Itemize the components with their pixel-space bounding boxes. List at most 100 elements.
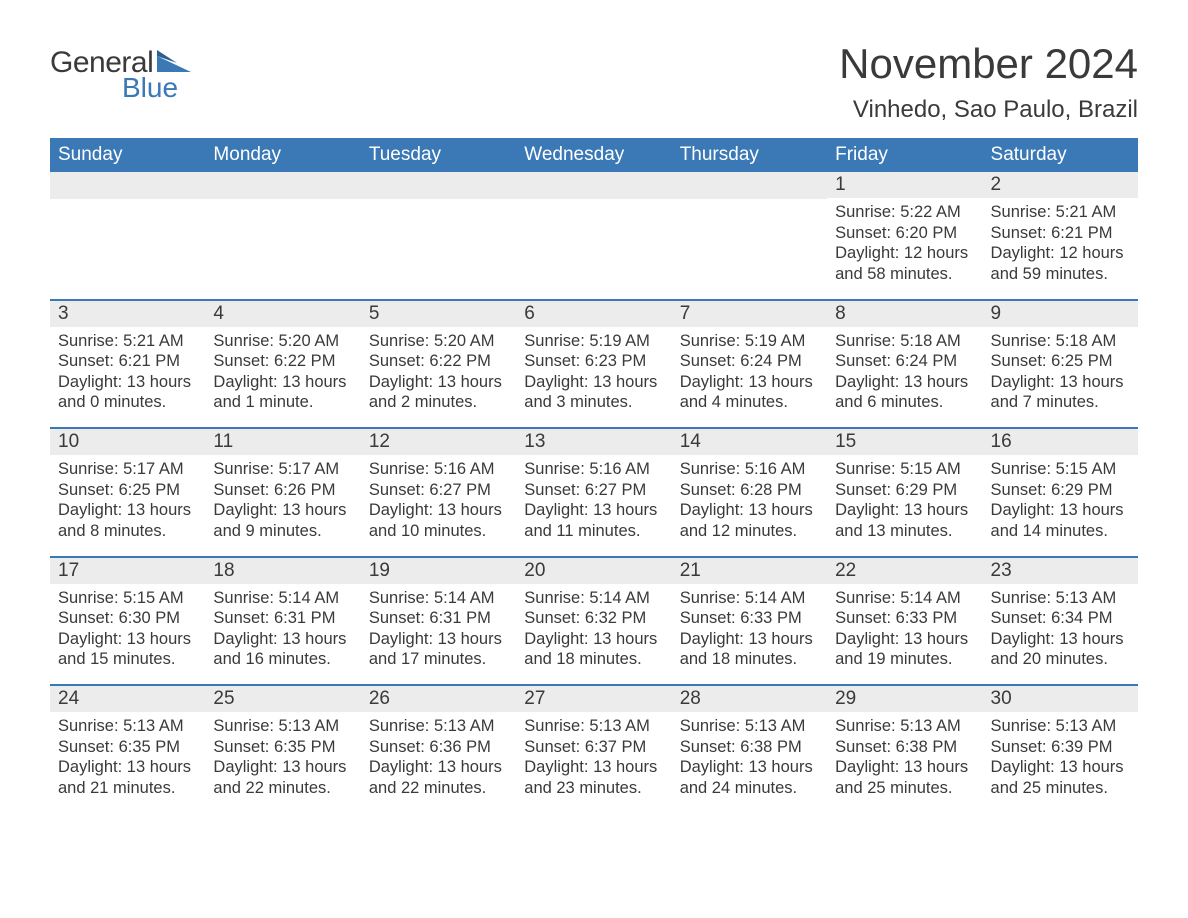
daylight-label: Daylight: (991, 758, 1055, 776)
day-number: 28 (672, 686, 827, 712)
sunrise-line: Sunrise: 5:13 AM (991, 588, 1130, 609)
day-body: Sunrise: 5:19 AMSunset: 6:24 PMDaylight:… (672, 327, 827, 414)
sunset-line: Sunset: 6:34 PM (991, 608, 1130, 629)
sunset-value: 6:31 PM (429, 609, 490, 627)
sunrise-value: 5:20 AM (434, 332, 495, 350)
daylight-line: Daylight: 13 hours and 18 minutes. (680, 629, 819, 670)
sunrise-value: 5:13 AM (1056, 589, 1117, 607)
day-body: Sunrise: 5:14 AMSunset: 6:33 PMDaylight:… (672, 584, 827, 671)
sunset-value: 6:37 PM (585, 738, 646, 756)
sunrise-value: 5:20 AM (279, 332, 340, 350)
daylight-line: Daylight: 13 hours and 3 minutes. (524, 372, 663, 413)
location-subtitle: Vinhedo, Sao Paulo, Brazil (839, 96, 1138, 124)
sunset-line: Sunset: 6:31 PM (213, 608, 352, 629)
sunset-value: 6:39 PM (1051, 738, 1112, 756)
day-cell: 23Sunrise: 5:13 AMSunset: 6:34 PMDayligh… (983, 558, 1138, 685)
daylight-label: Daylight: (213, 373, 277, 391)
daylight-line: Daylight: 13 hours and 25 minutes. (835, 757, 974, 798)
daylight-label: Daylight: (213, 501, 277, 519)
sunrise-value: 5:19 AM (745, 332, 806, 350)
sunset-label: Sunset: (991, 352, 1047, 370)
dow-cell: Friday (827, 138, 982, 172)
sunset-value: 6:24 PM (740, 352, 801, 370)
sunset-line: Sunset: 6:24 PM (680, 351, 819, 372)
sunset-line: Sunset: 6:35 PM (213, 737, 352, 758)
sunrise-line: Sunrise: 5:16 AM (524, 459, 663, 480)
sunrise-value: 5:14 AM (589, 589, 650, 607)
day-number: 3 (50, 301, 205, 327)
sunrise-line: Sunrise: 5:19 AM (524, 331, 663, 352)
sunrise-label: Sunrise: (58, 460, 119, 478)
sunset-line: Sunset: 6:33 PM (835, 608, 974, 629)
daylight-label: Daylight: (680, 373, 744, 391)
sunrise-line: Sunrise: 5:16 AM (369, 459, 508, 480)
sunrise-line: Sunrise: 5:20 AM (369, 331, 508, 352)
sunset-label: Sunset: (835, 609, 891, 627)
day-number: 17 (50, 558, 205, 584)
sunset-label: Sunset: (991, 224, 1047, 242)
sunset-label: Sunset: (835, 224, 891, 242)
daylight-label: Daylight: (835, 630, 899, 648)
dow-cell: Monday (205, 138, 360, 172)
daylight-label: Daylight: (369, 758, 433, 776)
sunset-line: Sunset: 6:33 PM (680, 608, 819, 629)
daylight-line: Daylight: 13 hours and 19 minutes. (835, 629, 974, 670)
sunset-line: Sunset: 6:25 PM (58, 480, 197, 501)
sunrise-value: 5:18 AM (1056, 332, 1117, 350)
day-number: 15 (827, 429, 982, 455)
sunset-value: 6:20 PM (896, 224, 957, 242)
day-cell: 28Sunrise: 5:13 AMSunset: 6:38 PMDayligh… (672, 686, 827, 813)
day-number: 5 (361, 301, 516, 327)
day-number: 4 (205, 301, 360, 327)
day-cell: 24Sunrise: 5:13 AMSunset: 6:35 PMDayligh… (50, 686, 205, 813)
sunset-line: Sunset: 6:36 PM (369, 737, 508, 758)
header-row: General Blue November 2024 Vinhedo, Sao … (50, 40, 1138, 124)
sunrise-value: 5:13 AM (745, 717, 806, 735)
day-cell: 11Sunrise: 5:17 AMSunset: 6:26 PMDayligh… (205, 429, 360, 556)
day-body: Sunrise: 5:13 AMSunset: 6:35 PMDaylight:… (205, 712, 360, 799)
daylight-line: Daylight: 13 hours and 17 minutes. (369, 629, 508, 670)
daylight-line: Daylight: 13 hours and 0 minutes. (58, 372, 197, 413)
day-cell: 2Sunrise: 5:21 AMSunset: 6:21 PMDaylight… (983, 172, 1138, 299)
sunset-label: Sunset: (991, 481, 1047, 499)
day-number: 16 (983, 429, 1138, 455)
sunset-line: Sunset: 6:22 PM (369, 351, 508, 372)
daylight-line: Daylight: 13 hours and 12 minutes. (680, 500, 819, 541)
sunset-label: Sunset: (835, 481, 891, 499)
day-number (516, 172, 671, 199)
sunset-value: 6:26 PM (274, 481, 335, 499)
day-cell: 30Sunrise: 5:13 AMSunset: 6:39 PMDayligh… (983, 686, 1138, 813)
day-body: Sunrise: 5:15 AMSunset: 6:29 PMDaylight:… (827, 455, 982, 542)
sunrise-value: 5:13 AM (434, 717, 495, 735)
sunrise-value: 5:13 AM (589, 717, 650, 735)
calendar-week: 10Sunrise: 5:17 AMSunset: 6:25 PMDayligh… (50, 427, 1138, 556)
day-body: Sunrise: 5:17 AMSunset: 6:25 PMDaylight:… (50, 455, 205, 542)
day-body: Sunrise: 5:13 AMSunset: 6:35 PMDaylight:… (50, 712, 205, 799)
month-title: November 2024 (839, 40, 1138, 88)
sunset-value: 6:21 PM (119, 352, 180, 370)
day-number: 14 (672, 429, 827, 455)
sunset-value: 6:27 PM (585, 481, 646, 499)
daylight-line: Daylight: 13 hours and 24 minutes. (680, 757, 819, 798)
daylight-label: Daylight: (369, 373, 433, 391)
daylight-line: Daylight: 13 hours and 18 minutes. (524, 629, 663, 670)
day-cell: 19Sunrise: 5:14 AMSunset: 6:31 PMDayligh… (361, 558, 516, 685)
day-body: Sunrise: 5:13 AMSunset: 6:38 PMDaylight:… (672, 712, 827, 799)
sunset-value: 6:24 PM (896, 352, 957, 370)
sunrise-line: Sunrise: 5:19 AM (680, 331, 819, 352)
sunrise-value: 5:14 AM (745, 589, 806, 607)
sunrise-value: 5:16 AM (745, 460, 806, 478)
daylight-line: Daylight: 13 hours and 4 minutes. (680, 372, 819, 413)
day-number: 23 (983, 558, 1138, 584)
sunrise-label: Sunrise: (991, 332, 1052, 350)
day-cell (205, 172, 360, 299)
daylight-label: Daylight: (680, 630, 744, 648)
daylight-line: Daylight: 12 hours and 59 minutes. (991, 243, 1130, 284)
day-number: 26 (361, 686, 516, 712)
sunrise-label: Sunrise: (58, 332, 119, 350)
sunrise-label: Sunrise: (991, 460, 1052, 478)
daylight-label: Daylight: (213, 630, 277, 648)
sunrise-value: 5:15 AM (123, 589, 184, 607)
sunset-line: Sunset: 6:38 PM (835, 737, 974, 758)
sunrise-label: Sunrise: (369, 589, 430, 607)
